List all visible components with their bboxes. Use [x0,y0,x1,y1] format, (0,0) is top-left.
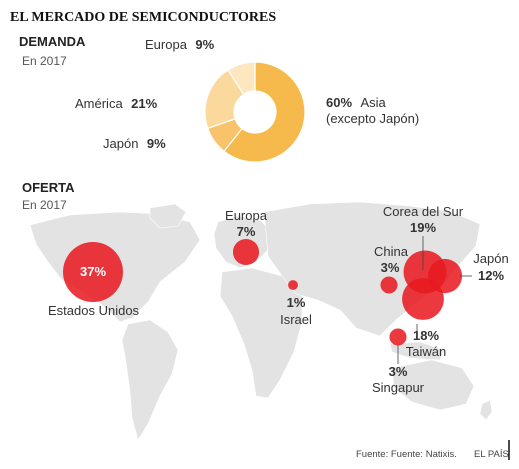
bubble-europa [232,238,260,266]
label-europa-demand: Europa 9% [145,36,215,53]
map-new-zealand [479,399,493,421]
demand-donut-chart [204,61,306,163]
pct-israel: 1% [287,295,306,310]
label-america-demand: América 21% [75,95,158,112]
japon-demand-pct: 9% [147,136,166,151]
label-taiwan: Taiwán [406,344,446,359]
label-estados-unidos: Estados Unidos [48,303,140,318]
demand-year: En 2017 [22,54,67,68]
demand-heading: DEMANDA [19,34,86,49]
japon-demand-name: Japón [103,136,138,151]
bubble-estados-unidos [63,242,123,302]
europa-demand-name: Europa [145,37,188,52]
map-australia [391,359,475,411]
label-corea-del-sur: Corea del Sur [383,204,464,219]
infographic-title: EL MERCADO DE SEMICONDUCTORES [10,10,276,25]
map-south-america [121,319,179,441]
supply-bubbles [63,238,463,346]
america-demand-pct: 21% [131,96,157,111]
bubble-singapur [389,328,407,346]
bubble-israel [288,280,298,290]
america-demand-name: América [75,96,123,111]
asia-demand-pct: 60% [326,95,352,110]
pct-estados-unidos: 37% [80,264,106,279]
pct-singapur: 3% [389,364,408,379]
pct-taiwan: 18% [413,328,439,343]
europa-demand-pct: 9% [195,37,214,52]
source-note: Fuente: Fuente: Natixis. [356,449,457,460]
label-asia-demand: 60% Asia [326,94,387,111]
leader-lines [397,236,472,364]
label-japon-demand: Japón 9% [103,135,166,152]
bubble-china [380,276,398,294]
asia-demand-note: (excepto Japón) [326,111,419,126]
label-china: China [374,244,409,259]
supply-heading: OFERTA [22,180,75,195]
map-indonesia [389,341,445,361]
label-japon-supply: Japón [473,251,508,266]
label-israel: Israel [280,312,312,327]
pct-japon-supply: 12% [478,268,504,283]
label-singapur: Singapur [372,380,425,395]
bubble-taiwan [402,278,444,320]
map-greenland [149,203,187,229]
pct-corea-del-sur: 19% [410,220,436,235]
pct-china: 3% [381,260,400,275]
supply-year: En 2017 [22,198,67,212]
brand-logo: EL PAÍS [474,449,509,460]
donut-slice-europa [227,61,256,96]
label-europa-supply: Europa [225,208,268,223]
pct-europa-supply: 7% [237,224,256,239]
asia-demand-name: Asia [360,95,386,110]
donut-slice-asia [223,61,306,163]
